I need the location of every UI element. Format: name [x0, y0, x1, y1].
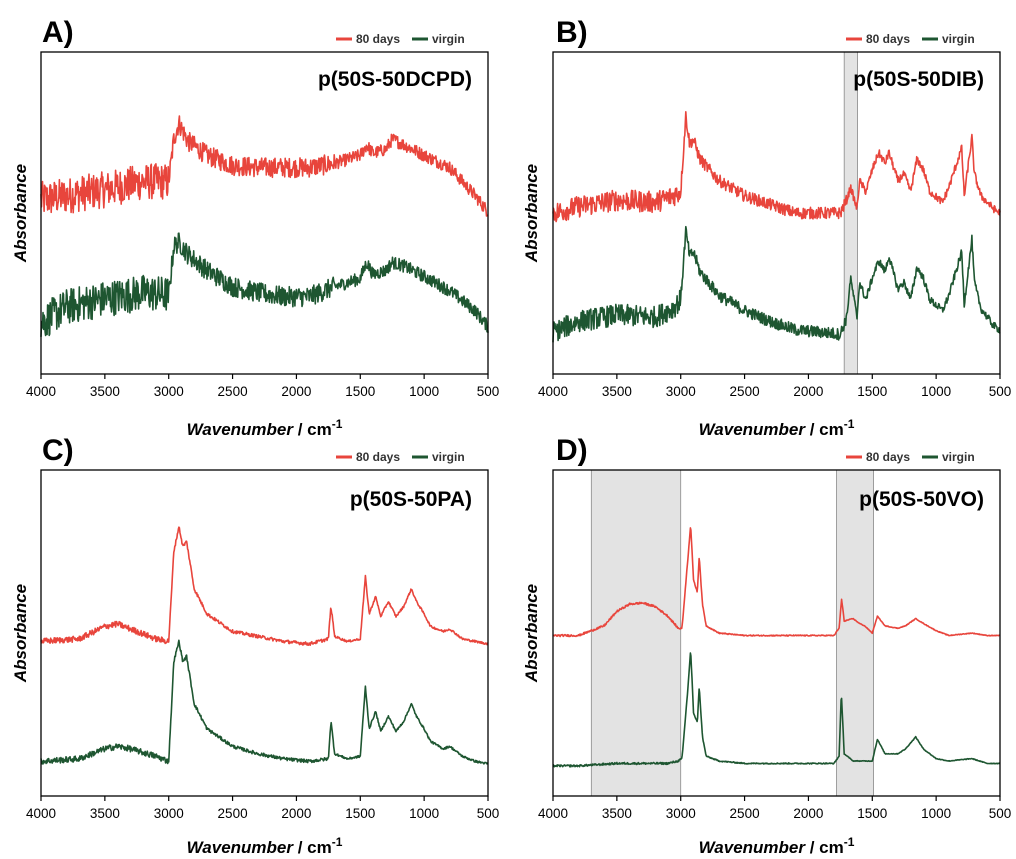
series-line-virgin [552, 225, 1001, 343]
y-axis-label: Absorbance [11, 584, 30, 683]
x-tick-label: 2000 [793, 806, 823, 821]
sample-label: p(50S-50DIB) [853, 68, 984, 91]
legend-label-virgin: virgin [942, 450, 975, 464]
panel-4: 4000 3500 3000 2500 2000 1500 1000 500 D) p(50S-5… [522, 434, 1011, 857]
x-tick-label: 2000 [281, 384, 311, 399]
plot-frame [40, 51, 489, 375]
series-line-aged [552, 527, 1001, 638]
series-line-virgin [40, 639, 489, 765]
panel-2: 4000 3500 3000 2500 2000 1500 1000 500 B) p(50S-5… [522, 16, 1011, 439]
legend: 80 days virgin [336, 450, 465, 464]
legend-label-virgin: virgin [432, 450, 465, 464]
x-tick-label: 2000 [281, 806, 311, 821]
x-tick-label: 3500 [602, 806, 632, 821]
x-axis-label: Wavenumber / cm-1 [699, 835, 855, 857]
series-line-virgin [552, 652, 1001, 768]
legend-label-virgin: virgin [432, 32, 465, 46]
sample-label: p(50S-50DCPD) [318, 68, 472, 91]
panel-letter: B) [556, 16, 588, 49]
x-tick-label: 500 [989, 806, 1012, 821]
panel-3: 4000 3500 3000 2500 2000 1500 1000 500 C) p(50S-5… [11, 434, 499, 857]
plot-frame [40, 469, 489, 797]
x-tick-label: 4000 [26, 384, 56, 399]
x-tick-label: 1500 [857, 806, 887, 821]
legend-label-aged: 80 days [866, 32, 910, 46]
panel-letter: A) [42, 16, 74, 49]
panel-letter: D) [556, 434, 588, 467]
panel-letter: C) [42, 434, 74, 467]
x-tick-label: 2500 [218, 806, 248, 821]
x-tick-label: 1500 [345, 806, 375, 821]
x-axis-label: Wavenumber / cm-1 [187, 835, 343, 857]
series-line-aged [552, 111, 1001, 223]
x-tick-label: 3000 [666, 384, 696, 399]
y-axis-label: Absorbance [11, 164, 30, 263]
y-axis-label: Absorbance [522, 584, 541, 683]
legend-label-virgin: virgin [942, 32, 975, 46]
x-tick-label: 3000 [666, 806, 696, 821]
x-tick-label: 500 [477, 384, 500, 399]
legend: 80 days virgin [336, 32, 465, 46]
legend-label-aged: 80 days [356, 450, 400, 464]
x-tick-label: 2500 [218, 384, 248, 399]
panel-1: 4000 3500 3000 2500 2000 1500 1000 500 A) p(50S-5… [11, 16, 499, 439]
shaded-region [590, 469, 682, 797]
y-axis-label: Absorbance [522, 164, 541, 263]
x-tick-label: 1000 [409, 384, 439, 399]
x-tick-label: 4000 [26, 806, 56, 821]
plot-frame [552, 51, 1001, 375]
x-tick-label: 3500 [90, 806, 120, 821]
series-line-aged [40, 526, 489, 646]
x-axis-label: Wavenumber / cm-1 [187, 417, 343, 439]
series-line-aged [40, 115, 489, 217]
sample-label: p(50S-50VO) [859, 488, 984, 511]
x-tick-label: 500 [477, 806, 500, 821]
x-tick-label: 3000 [154, 806, 184, 821]
x-tick-label: 2500 [730, 384, 760, 399]
legend-label-aged: 80 days [866, 450, 910, 464]
x-tick-label: 4000 [538, 806, 568, 821]
x-tick-label: 1000 [921, 806, 951, 821]
sample-label: p(50S-50PA) [350, 488, 472, 511]
x-tick-label: 1500 [857, 384, 887, 399]
x-tick-label: 4000 [538, 384, 568, 399]
x-tick-label: 2000 [793, 384, 823, 399]
x-tick-label: 3000 [154, 384, 184, 399]
x-tick-label: 3500 [602, 384, 632, 399]
legend: 80 days virgin [846, 32, 975, 46]
shaded-region [836, 469, 874, 797]
x-tick-label: 1000 [409, 806, 439, 821]
x-tick-label: 500 [989, 384, 1012, 399]
legend-label-aged: 80 days [356, 32, 400, 46]
plot-frame [552, 469, 1001, 797]
x-axis-label: Wavenumber / cm-1 [699, 417, 855, 439]
series-line-virgin [40, 232, 489, 337]
x-tick-label: 1000 [921, 384, 951, 399]
x-tick-label: 1500 [345, 384, 375, 399]
legend: 80 days virgin [846, 450, 975, 464]
x-tick-label: 2500 [730, 806, 760, 821]
x-tick-label: 3500 [90, 384, 120, 399]
